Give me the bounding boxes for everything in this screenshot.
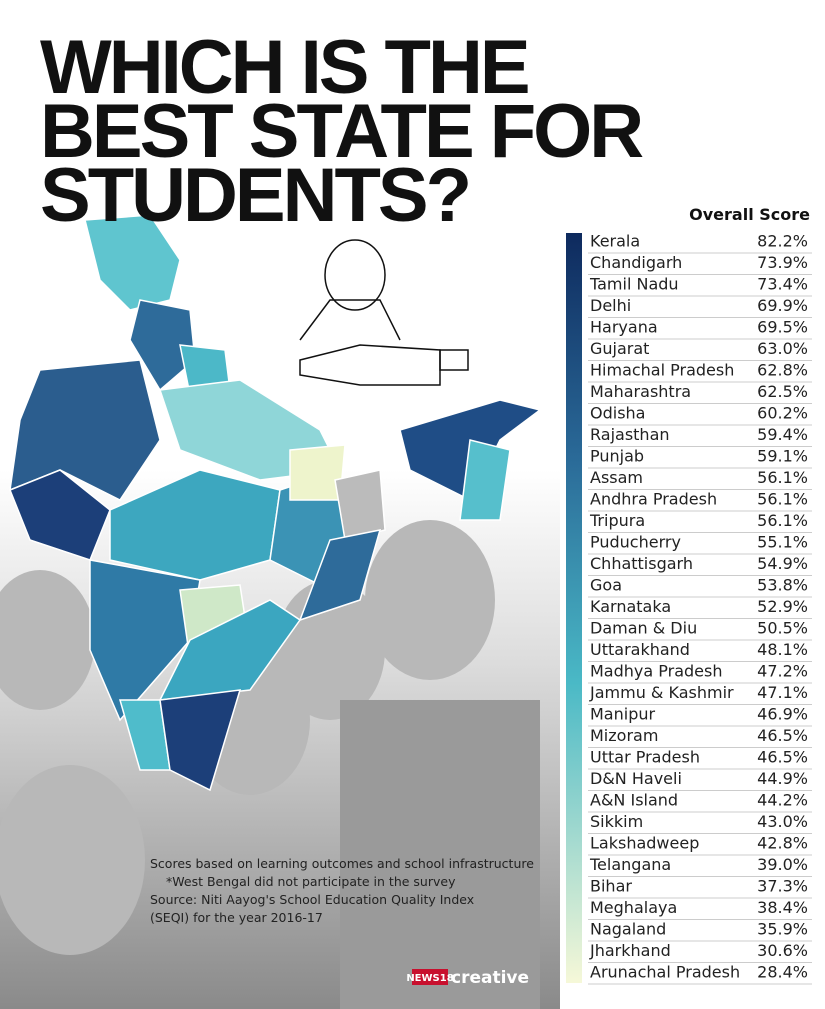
state-name: Bihar [590,877,632,896]
state-score: 38.4% [757,898,808,917]
state-score: 59.4% [757,425,808,444]
student-illustration [299,239,469,386]
state-name: Sikkim [590,812,643,831]
state-score: 48.1% [757,640,808,659]
state-score: 82.2% [757,232,808,251]
state-score: 53.8% [757,576,808,595]
state-name: Karnataka [590,597,671,616]
state-score: 56.1% [757,511,808,530]
title-line: BEST STATE FOR [40,89,643,174]
state-score: 37.3% [757,877,808,896]
state-name: D&N Haveli [590,769,682,788]
state-score: 73.4% [757,275,808,294]
state-name: Puducherry [590,533,681,552]
state-name: Odisha [590,404,645,423]
state-name: Punjab [590,447,644,466]
state-score: 73.9% [757,253,808,272]
state-score: 39.0% [757,855,808,874]
state-score: 47.2% [757,662,808,681]
state-name: Chhattisgarh [590,554,693,573]
state-score: 62.8% [757,361,808,380]
state-name: Jammu & Kashmir [589,683,734,702]
state-name: Himachal Pradesh [590,361,734,380]
state-name: Maharashtra [590,382,691,401]
state-score: 54.9% [757,554,808,573]
state-score: 46.5% [757,726,808,745]
state-name: Mizoram [590,726,658,745]
state-name: Jharkhand [589,941,671,960]
state-name: Chandigarh [590,253,682,272]
note: Source: Niti Aayog's School Education Qu… [150,892,474,907]
state-score: 62.5% [757,382,808,401]
state-name: Telangana [589,855,671,874]
title-line: WHICH IS THE [40,25,528,110]
state-score: 59.1% [757,447,808,466]
state-score: 63.0% [757,339,808,358]
state-score: 69.5% [757,318,808,337]
state-score: 56.1% [757,468,808,487]
state-score: 44.2% [757,791,808,810]
state-name: Haryana [590,318,658,337]
state-score: 56.1% [757,490,808,509]
state-name: Tamil Nadu [589,275,679,294]
india-map [9,214,542,792]
state-score: 28.4% [757,963,808,982]
state-score: 42.8% [757,834,808,853]
state-name: Andhra Pradesh [590,490,717,509]
state-name: Tripura [589,511,645,530]
state-score: 30.6% [757,941,808,960]
state-score: 47.1% [757,683,808,702]
state-score: 50.5% [757,619,808,638]
state-score: 52.9% [757,597,808,616]
title-line: STUDENTS? [40,153,469,238]
state-name: Lakshadweep [590,834,699,853]
state-name: Uttar Pradesh [590,748,700,767]
state-score: 44.9% [757,769,808,788]
logo-badge [412,969,448,985]
state-name: Gujarat [590,339,649,358]
state-name: Uttarakhand [590,640,690,659]
state-score: 46.9% [757,705,808,724]
state-name: Meghalaya [590,898,677,917]
table-rows: Kerala 82.2% Chandigarh 73.9% Tamil Nadu 73.4… [588,232,812,985]
logo-label: creative [451,968,529,988]
state-name: Goa [590,576,622,595]
state-name: Nagaland [590,920,666,939]
state-name: Daman & Diu [590,619,697,638]
state-score: 46.5% [757,748,808,767]
state-score: 69.9% [757,296,808,315]
state-name: Assam [590,468,643,487]
table-header: Overall Score [689,205,810,224]
note: Scores based on learning outcomes and sc… [150,856,534,871]
state-name: Delhi [590,296,631,315]
state-name: Madhya Pradesh [590,662,723,681]
color-scale [566,233,582,983]
state-name: Rajasthan [590,425,670,444]
note: (SEQI) for the year 2016-17 [150,910,323,925]
state-score: 55.1% [757,533,808,552]
state-name: A&N Island [590,791,678,810]
state-name: Arunachal Pradesh [590,963,740,982]
state-name: Manipur [590,705,655,724]
state-score: 60.2% [757,404,808,423]
logo-brand: NEWS18 [406,973,453,984]
state-score: 35.9% [757,920,808,939]
state-score: 43.0% [757,812,808,831]
note: *West Bengal did not participate in the … [166,874,456,889]
state-name: Kerala [590,232,640,251]
